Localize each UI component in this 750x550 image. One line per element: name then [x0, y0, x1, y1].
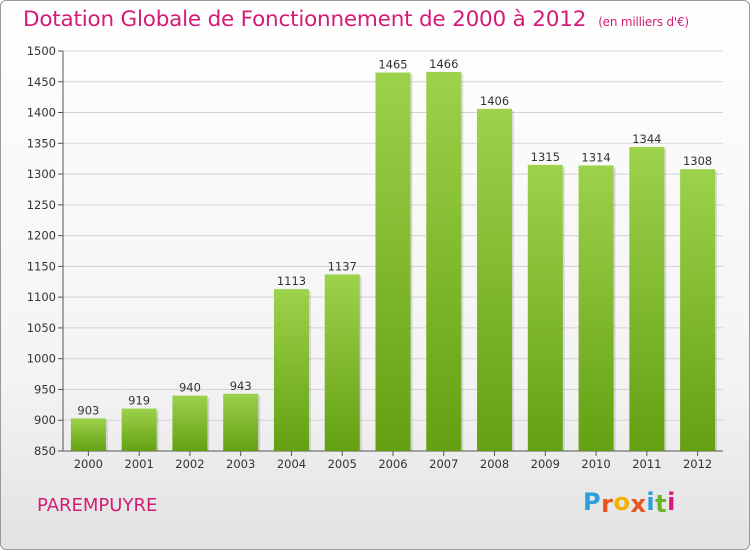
data-label: 1314: [581, 150, 610, 164]
y-tick-label: 1350: [27, 136, 56, 150]
data-label: 1465: [378, 58, 407, 72]
x-tick-label: 2005: [328, 457, 357, 471]
x-tick-label: 2008: [480, 457, 509, 471]
bar: [273, 289, 309, 451]
bar: [375, 72, 411, 452]
x-tick-label: 2007: [429, 457, 458, 471]
data-label: 903: [77, 403, 99, 417]
proxiti-logo: Proxiti: [583, 488, 676, 518]
bar: [121, 408, 157, 451]
y-tick-label: 1500: [27, 44, 56, 58]
bars: [70, 71, 718, 452]
y-tick-label: 1000: [27, 352, 56, 366]
bar: [477, 108, 513, 451]
x-tick-label: 2010: [581, 457, 610, 471]
logo-letter: P: [583, 488, 602, 516]
data-label: 1344: [632, 132, 661, 146]
x-tick-label: 2006: [378, 457, 407, 471]
data-label: 919: [128, 394, 150, 408]
logo-letter: x: [630, 490, 647, 518]
y-tick-label: 1100: [27, 290, 56, 304]
bar: [629, 147, 665, 451]
bar: [223, 393, 259, 451]
y-tick-label: 1200: [27, 229, 56, 243]
bar: [426, 71, 462, 451]
bar: [70, 418, 106, 451]
x-tick-label: 2002: [175, 457, 204, 471]
y-tick-label: 1400: [27, 106, 56, 120]
logo-letter: t: [655, 490, 668, 518]
chart-subtitle: (en milliers d'€): [598, 15, 689, 29]
data-labels: 903 919 940 943 1113 1137 1465 1466 1406 1315 1314…: [77, 57, 712, 417]
data-label: 940: [179, 381, 201, 395]
chart-title: Dotation Globale de Fonctionnement de 20…: [23, 7, 689, 32]
x-tick-label: 2011: [632, 457, 661, 471]
x-tick-label: 2000: [74, 457, 103, 471]
x-tick-label: 2001: [125, 457, 154, 471]
x-tick-label: 2004: [277, 457, 306, 471]
y-tick-label: 1300: [27, 167, 56, 181]
chart-title-text: Dotation Globale de Fonctionnement de 20…: [23, 7, 587, 32]
bar: [527, 164, 563, 451]
bar: [680, 169, 716, 451]
axes: 850 900 950 1000 1050 1100 1150 1200 1250 1300 135…: [27, 44, 723, 471]
logo-letter: r: [601, 490, 614, 518]
data-label: 1308: [683, 154, 712, 168]
y-tick-label: 1150: [27, 259, 56, 273]
data-label: 1113: [277, 274, 306, 288]
y-tick-label: 1450: [27, 75, 56, 89]
data-label: 943: [230, 379, 252, 393]
logo-letter: o: [613, 488, 631, 516]
data-label: 1137: [328, 259, 357, 273]
data-label: 1406: [480, 94, 509, 108]
y-tick-label: 1250: [27, 198, 56, 212]
data-label: 1466: [429, 57, 458, 71]
data-label: 1315: [531, 150, 560, 164]
y-tick-label: 850: [34, 444, 56, 458]
bar: [172, 395, 208, 451]
y-tick-label: 1050: [27, 321, 56, 335]
commune-name: PAREMPUYRE: [37, 495, 158, 516]
bar: [324, 274, 360, 451]
x-tick-label: 2012: [683, 457, 712, 471]
x-tick-label: 2009: [531, 457, 560, 471]
y-tick-label: 900: [34, 413, 56, 427]
logo-letter: i: [646, 488, 656, 516]
x-tick-label: 2003: [226, 457, 255, 471]
bar: [578, 165, 614, 451]
y-tick-label: 950: [34, 382, 56, 396]
logo-letter: i: [667, 488, 676, 516]
